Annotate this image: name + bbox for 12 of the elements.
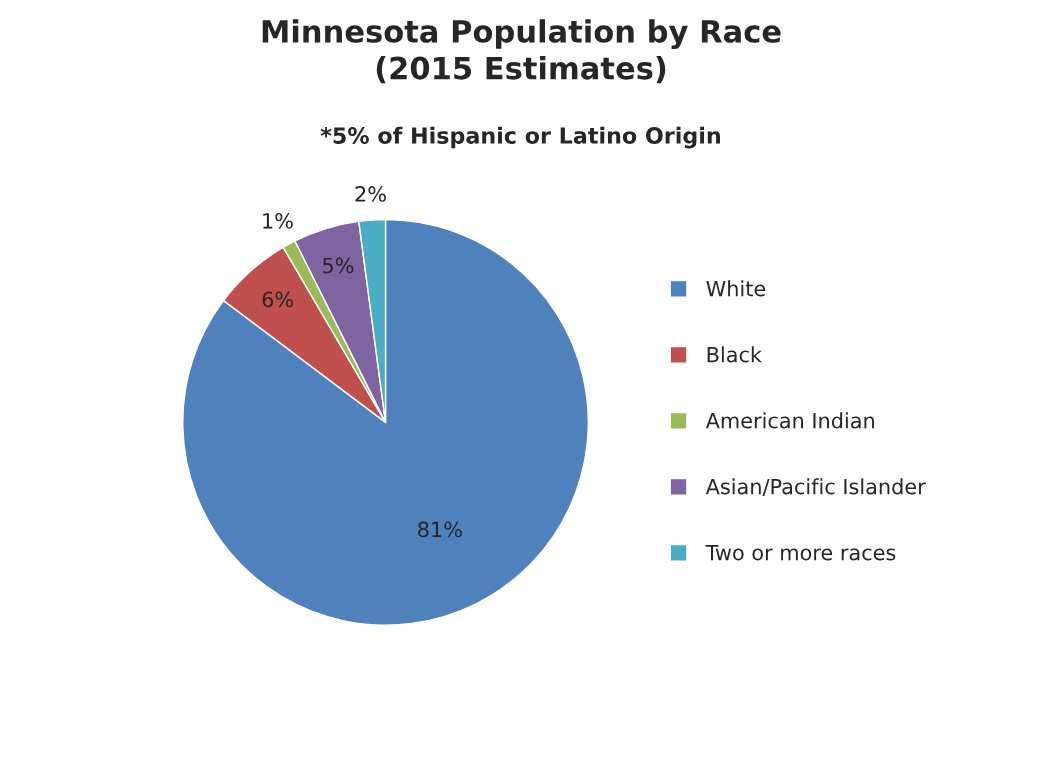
legend-label: Asian/Pacific Islander	[705, 478, 926, 497]
chart-title: Minnesota Population by Race (2015 Estimates)	[262, 19, 781, 84]
legend-label: Black	[707, 346, 762, 363]
data-label: 1%	[263, 212, 293, 229]
data-label: 6%	[262, 291, 294, 308]
data-label: 2%	[355, 186, 386, 202]
data-label: 5%	[323, 257, 354, 274]
chart-subtitle: *5% of Hispanic or Latino Origin	[320, 126, 720, 149]
legend-label: American Indian	[705, 412, 874, 429]
legend-label: Two or more races	[705, 544, 896, 561]
data-label: 81%	[418, 521, 462, 538]
legend-label: White	[706, 280, 766, 297]
